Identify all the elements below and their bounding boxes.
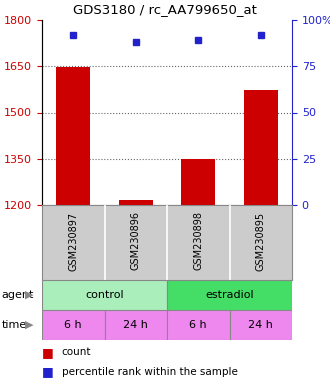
Text: percentile rank within the sample: percentile rank within the sample — [62, 367, 238, 377]
Bar — [105, 310, 167, 340]
Text: count: count — [62, 347, 91, 358]
Text: GSM230895: GSM230895 — [256, 212, 266, 271]
Text: ■: ■ — [42, 346, 54, 359]
Bar — [167, 280, 292, 310]
Text: ■: ■ — [42, 365, 54, 378]
Bar — [42, 280, 167, 310]
Bar — [244, 90, 278, 205]
Text: GDS3180 / rc_AA799650_at: GDS3180 / rc_AA799650_at — [73, 3, 257, 16]
Bar — [229, 310, 292, 340]
Text: ▶: ▶ — [24, 320, 33, 330]
Bar — [118, 200, 153, 205]
Bar — [167, 310, 229, 340]
Text: GSM230896: GSM230896 — [131, 212, 141, 270]
Text: 24 h: 24 h — [123, 320, 148, 330]
Bar — [42, 310, 105, 340]
Text: estradiol: estradiol — [205, 290, 254, 300]
Text: time: time — [2, 320, 27, 330]
Bar — [181, 159, 215, 205]
Text: GSM230898: GSM230898 — [193, 212, 203, 270]
Text: ▶: ▶ — [24, 290, 33, 300]
Text: GSM230897: GSM230897 — [68, 212, 78, 271]
Text: control: control — [85, 290, 124, 300]
Text: 6 h: 6 h — [64, 320, 82, 330]
Text: 6 h: 6 h — [189, 320, 207, 330]
Bar — [56, 67, 90, 205]
Text: agent: agent — [2, 290, 34, 300]
Text: 24 h: 24 h — [248, 320, 273, 330]
